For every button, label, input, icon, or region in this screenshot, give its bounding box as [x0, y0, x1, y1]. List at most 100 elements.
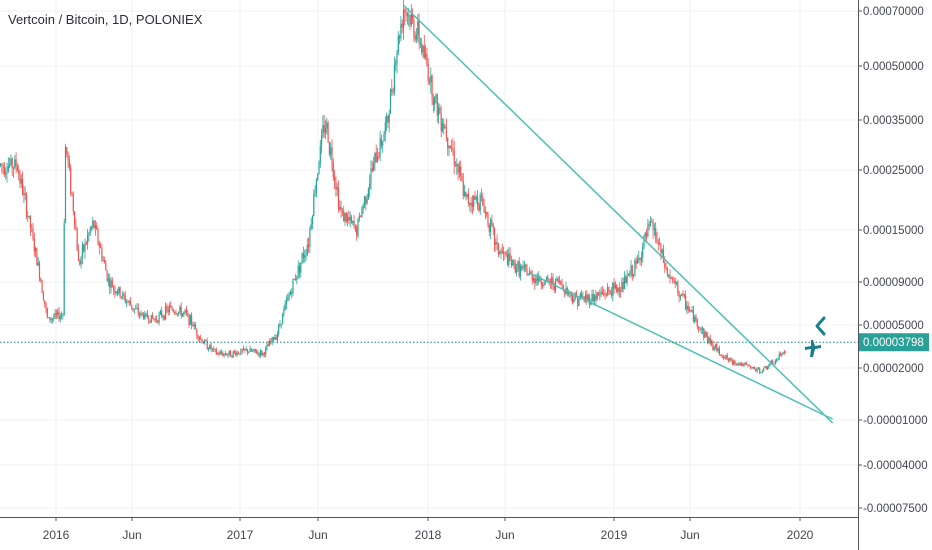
candle — [774, 359, 776, 366]
candle — [59, 313, 61, 323]
candle — [414, 31, 416, 43]
candle — [460, 160, 462, 182]
candle — [692, 305, 694, 323]
candle — [106, 269, 108, 283]
candle — [207, 347, 210, 352]
x-tick-label: 2017 — [227, 528, 254, 542]
candle — [713, 345, 715, 352]
candle — [461, 173, 463, 182]
x-tick-label: Jun — [308, 528, 327, 542]
candle — [521, 264, 523, 272]
candle — [600, 287, 602, 298]
candle — [686, 300, 688, 315]
candle — [668, 274, 670, 279]
candle — [111, 277, 113, 288]
candle — [436, 93, 438, 123]
candle — [68, 155, 70, 171]
candle — [223, 353, 225, 358]
candle — [516, 263, 518, 277]
candle — [135, 304, 137, 310]
candle — [168, 302, 171, 316]
y-tick-label: 0.00015000 — [863, 225, 924, 237]
candle — [90, 225, 93, 232]
candle — [523, 260, 525, 273]
candle — [657, 239, 659, 251]
candle — [210, 342, 212, 352]
candle — [32, 222, 34, 241]
candle — [410, 4, 412, 28]
candle — [474, 190, 476, 201]
candle — [232, 350, 234, 359]
candle — [103, 256, 106, 264]
candle — [0, 162, 2, 168]
candle — [421, 37, 423, 56]
candle — [659, 237, 661, 246]
candle — [612, 282, 614, 302]
candle — [681, 293, 683, 297]
candle — [638, 250, 640, 264]
candle — [228, 350, 230, 357]
candle — [375, 144, 377, 163]
candle — [374, 152, 376, 171]
trendline — [403, 4, 834, 424]
candle — [249, 345, 251, 352]
candle — [587, 293, 589, 301]
candle — [778, 351, 780, 361]
candle — [347, 212, 349, 227]
candle — [289, 289, 291, 296]
candle — [11, 157, 13, 177]
candle — [110, 277, 112, 294]
candle — [510, 255, 512, 268]
candle — [402, 0, 405, 40]
y-tick-label: 0.00025000 — [863, 165, 924, 177]
candle — [215, 347, 217, 356]
candle — [457, 162, 459, 181]
candle — [370, 160, 372, 190]
candle — [656, 231, 658, 244]
candle — [274, 334, 276, 340]
candle — [626, 269, 628, 287]
candle — [711, 339, 713, 347]
candle — [708, 336, 710, 344]
candle — [725, 354, 727, 361]
candle — [349, 211, 351, 228]
candle — [480, 188, 483, 202]
y-tick-label: 0.00070000 — [863, 6, 924, 18]
candle — [167, 305, 169, 316]
candle — [399, 34, 401, 45]
candle — [72, 191, 74, 216]
candle — [401, 19, 403, 34]
candle — [283, 305, 285, 317]
candle — [525, 263, 527, 272]
candle — [777, 357, 779, 361]
candle — [759, 367, 761, 375]
candle — [675, 281, 678, 286]
candle — [227, 352, 229, 359]
candle — [679, 294, 681, 301]
candle — [636, 255, 639, 264]
candle — [278, 323, 280, 337]
candle — [582, 291, 584, 298]
candle — [509, 247, 511, 262]
candle — [380, 134, 382, 149]
candle — [46, 307, 48, 319]
candle — [376, 147, 379, 163]
candle — [42, 290, 44, 302]
candle — [185, 305, 187, 317]
candle — [344, 212, 346, 226]
candle — [603, 288, 605, 297]
candle — [647, 218, 649, 238]
candle — [33, 232, 35, 257]
candle — [87, 228, 89, 250]
candle — [179, 304, 181, 315]
candle — [729, 357, 731, 363]
candle — [48, 316, 50, 319]
candle — [534, 274, 536, 290]
candle — [756, 366, 758, 373]
candle — [501, 243, 503, 254]
trendlines — [403, 4, 834, 424]
candle — [352, 220, 354, 226]
candles — [0, 0, 787, 375]
candle — [100, 242, 102, 249]
